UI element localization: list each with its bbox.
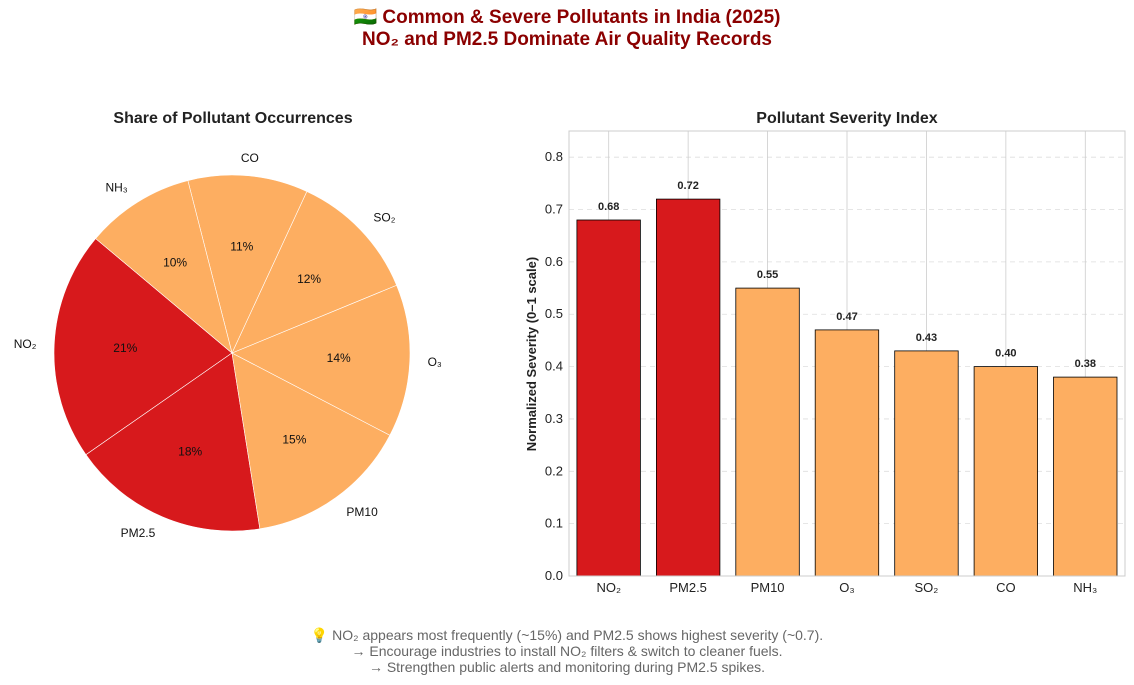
pie-slice-pm2-5 xyxy=(85,352,261,532)
x-tick-label-o: O₃ xyxy=(839,580,854,595)
footer-recommendation-2: → Strengthen public alerts and monitorin… xyxy=(368,659,766,675)
x-tick-label-co: CO xyxy=(996,580,1016,595)
plot-frame xyxy=(568,130,1126,577)
y-tick-label: 0.8 xyxy=(545,149,563,164)
pie-pct-label-so: 12% xyxy=(297,272,321,286)
bar-value-label-so: 0.43 xyxy=(916,332,937,344)
bar-so xyxy=(894,350,959,577)
bar-chart-y-axis-label: Normalized Severity (0–1 scale) xyxy=(524,257,539,451)
y-tick-label: 0.6 xyxy=(545,254,563,269)
pie-pct-label-pm10: 15% xyxy=(282,433,306,447)
bar-o xyxy=(814,329,880,577)
x-tick-label-pm10: PM10 xyxy=(751,580,785,595)
y-tick-label: 0.0 xyxy=(545,568,563,583)
bar-value-label-pm2-5: 0.72 xyxy=(677,180,698,192)
pie-pct-label-o: 14% xyxy=(327,351,351,365)
pie-pct-label-co: 11% xyxy=(230,240,253,254)
pie-slice-so xyxy=(231,191,397,354)
bar-value-label-o: 0.47 xyxy=(836,311,857,323)
y-tick-label: 0.4 xyxy=(545,359,563,374)
pie-chart-title: Share of Pollutant Occurrences xyxy=(113,110,352,127)
bar-value-label-co: 0.40 xyxy=(995,348,1016,360)
bar-chart-title: Pollutant Severity Index xyxy=(756,110,937,127)
footer-recommendation-1: → Encourage industries to install NO₂ fi… xyxy=(351,643,783,659)
bar-value-label-no: 0.68 xyxy=(598,201,619,213)
x-tick-label-so: SO₂ xyxy=(915,580,939,595)
pie-category-label-so: SO₂ xyxy=(373,211,395,225)
bar-co xyxy=(973,366,1038,577)
pie-category-label-pm2-5: PM2.5 xyxy=(121,526,156,540)
pie-pct-label-no: 21% xyxy=(113,341,137,355)
y-tick-label: 0.3 xyxy=(545,411,563,426)
pie-category-label-no: NO₂ xyxy=(14,337,37,351)
pie-category-label-co: CO xyxy=(241,151,259,165)
footer-insight-line: 💡 NO₂ appears most frequently (~15%) and… xyxy=(310,627,824,643)
y-tick-label: 0.2 xyxy=(545,463,563,478)
bar-pm10 xyxy=(735,287,800,577)
chart-title-line-1: 🇮🇳 Common & Severe Pollutants in India (… xyxy=(353,7,781,28)
x-tick-label-nh: NH₃ xyxy=(1073,580,1097,595)
bar-value-label-nh: 0.38 xyxy=(1075,358,1096,370)
pie-slice-o xyxy=(231,284,411,436)
x-tick-label-no: NO₂ xyxy=(596,580,621,595)
bar-chart: 0.0 0.1 0.2 0.3 0.4 0.5 0.6 0.7 0.8 0.68 NO₂ 0.72 PM… xyxy=(545,130,1126,595)
bar-value-label-pm10: 0.55 xyxy=(757,269,778,281)
pie-slice-pm10 xyxy=(231,352,391,530)
pie-chart: 21% NO₂ 18% PM2.5 15% PM10 14% O₃ 12% SO₂ 11% CO 10%… xyxy=(14,151,442,540)
bar-no xyxy=(576,219,641,577)
chart-title-line-2: NO₂ and PM2.5 Dominate Air Quality Recor… xyxy=(362,29,772,50)
y-tick-label: 0.5 xyxy=(545,306,563,321)
pie-category-label-o: O₃ xyxy=(428,355,442,369)
pie-slice-nh xyxy=(95,180,233,354)
pie-pct-label-nh: 10% xyxy=(163,256,187,270)
y-tick-label: 0.1 xyxy=(545,516,563,531)
bar-pm2-5 xyxy=(656,198,721,577)
bar-nh xyxy=(1053,376,1118,577)
x-tick-label-pm2-5: PM2.5 xyxy=(669,580,707,595)
pie-pct-label-pm2-5: 18% xyxy=(178,444,202,458)
pie-category-label-nh: NH₃ xyxy=(105,180,127,194)
pie-slice-no xyxy=(53,238,233,456)
pie-slice-co xyxy=(187,174,308,354)
pie-category-label-pm10: PM10 xyxy=(346,505,378,519)
y-tick-label: 0.7 xyxy=(545,202,563,217)
